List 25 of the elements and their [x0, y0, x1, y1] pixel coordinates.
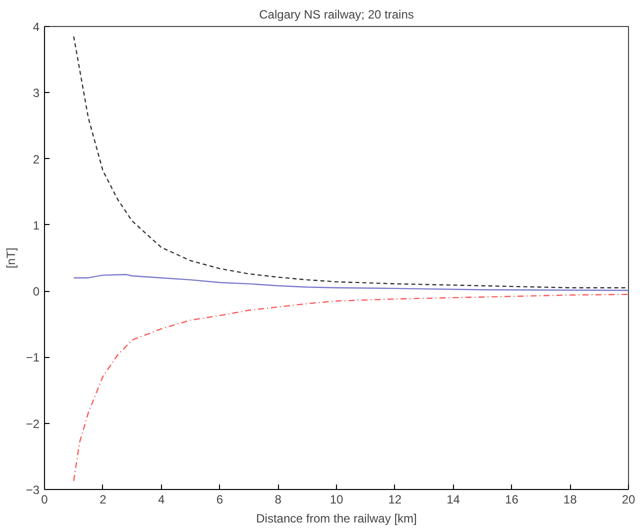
x-tick-label: 6: [216, 492, 224, 506]
x-tick-label: 4: [158, 492, 165, 506]
y-tick-label: −3: [26, 483, 40, 497]
x-tick-label: 8: [274, 492, 282, 506]
y-axis-title: [nT]: [4, 248, 18, 268]
x-tick-label: 0: [41, 492, 48, 506]
y-tick-label: 2: [32, 152, 40, 166]
y-tick-label: 3: [32, 86, 40, 100]
x-tick-label: 18: [563, 492, 578, 506]
x-axis-title: Distance from the railway [km]: [256, 512, 417, 526]
x-tick-label: 20: [622, 492, 636, 506]
y-tick-label: −2: [26, 416, 40, 431]
line-series: [73, 274, 628, 292]
chart-title: Calgary NS railway; 20 trains: [259, 8, 414, 22]
x-tick-label: 16: [505, 492, 519, 506]
y-tick-label: −1: [26, 350, 40, 365]
y-tick-label: 1: [32, 218, 40, 232]
y-tick-label: 0: [32, 284, 40, 299]
line-series: [73, 294, 628, 482]
x-tick-label: 14: [446, 492, 460, 506]
x-tick-label: 10: [330, 492, 344, 506]
x-tick-label: 2: [100, 492, 107, 506]
line-series: [73, 36, 628, 288]
y-tick-label: 4: [32, 20, 40, 34]
x-tick-label: 12: [388, 492, 402, 506]
